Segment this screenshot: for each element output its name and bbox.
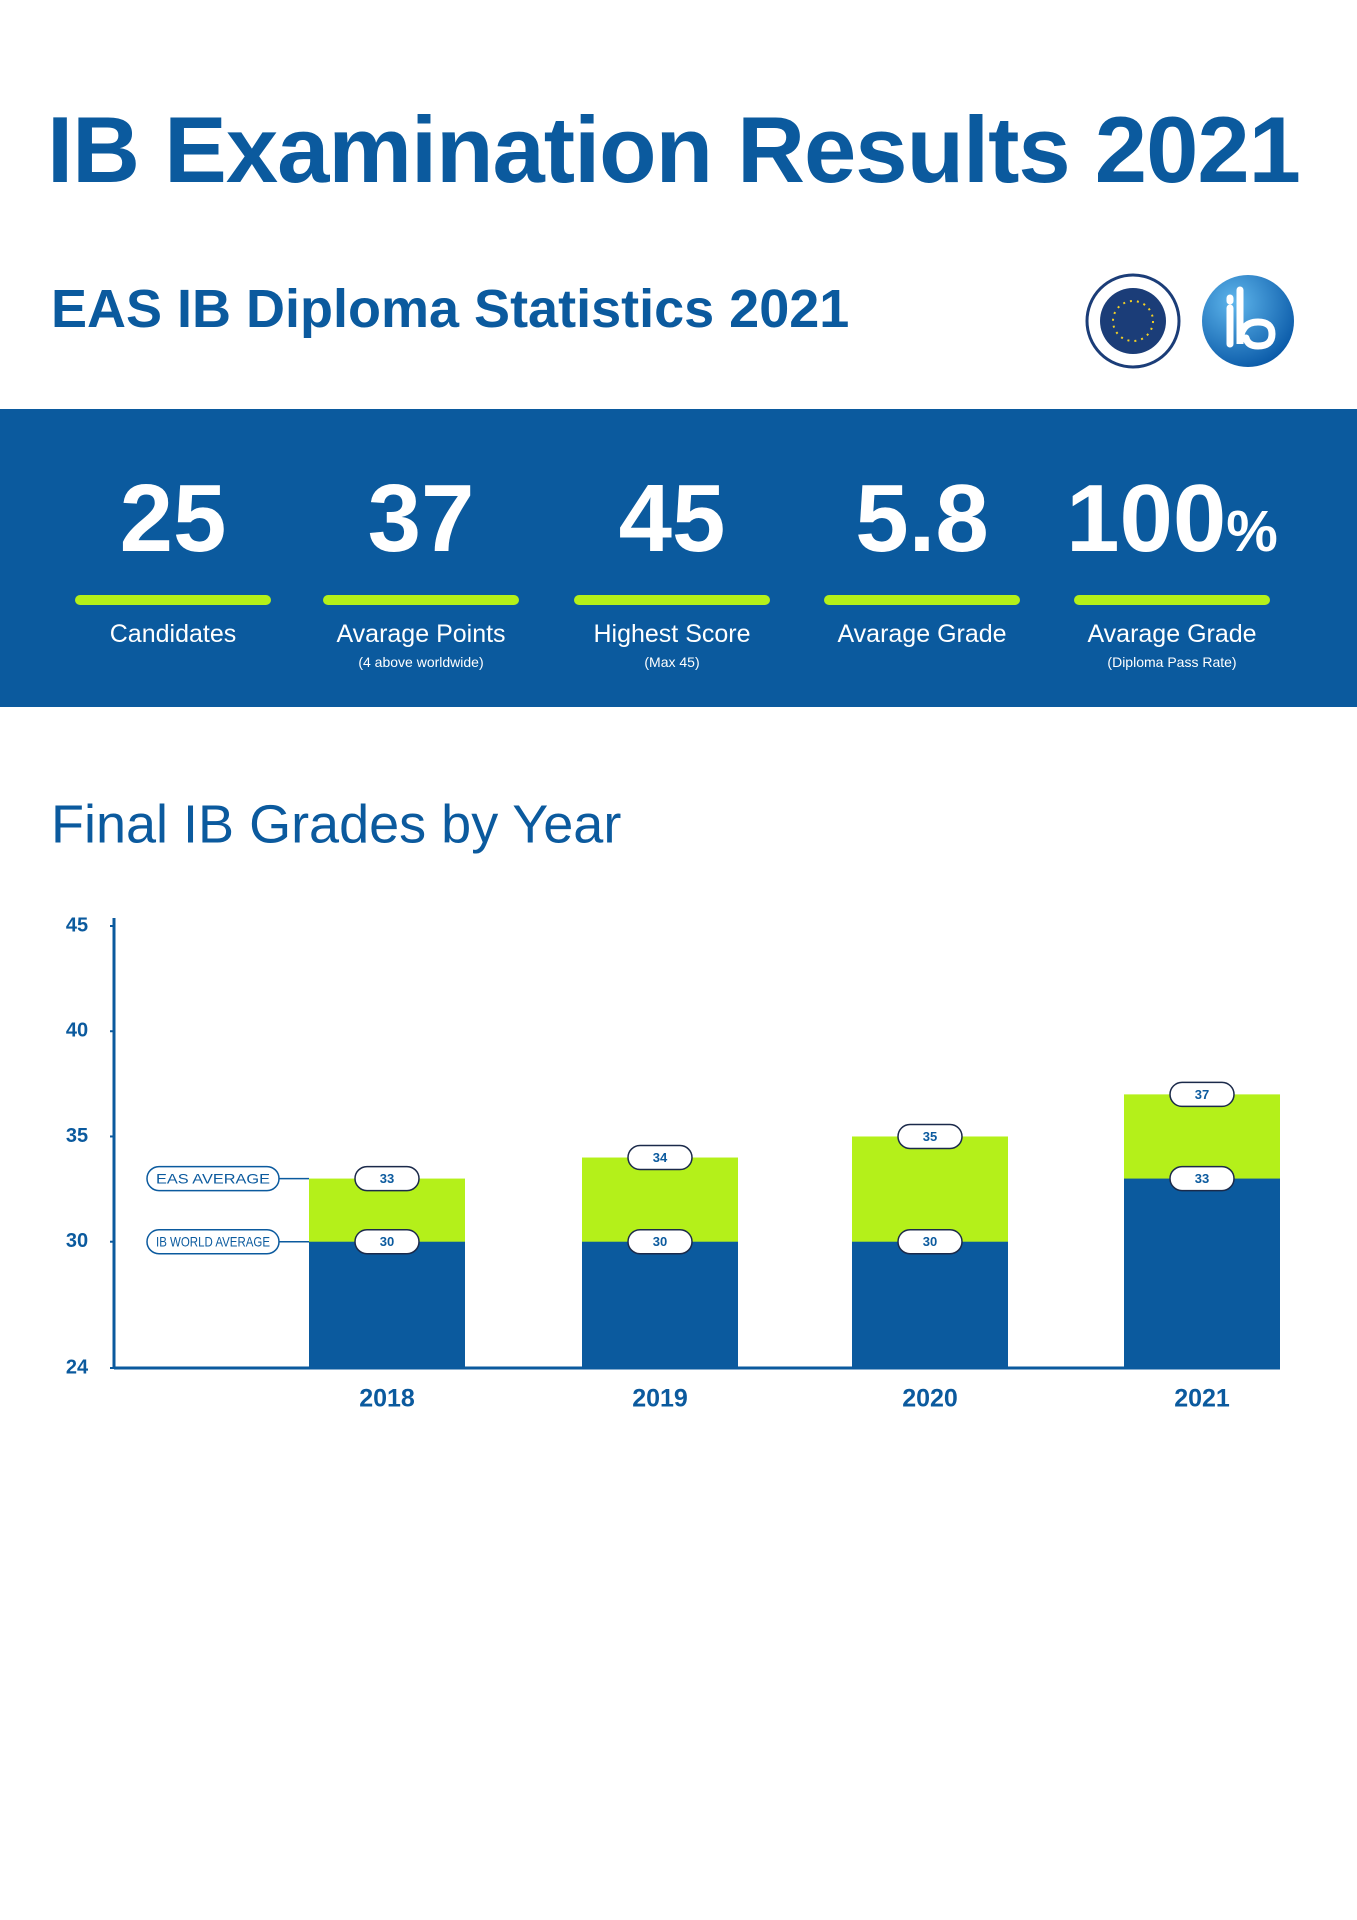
x-tick-label: 2018 — [359, 1385, 415, 1413]
stat-value: 37 — [367, 465, 475, 572]
logos — [1085, 273, 1294, 369]
value-label-pill — [627, 1228, 693, 1255]
stat-underline — [824, 595, 1020, 605]
school-logo-inner — [1100, 288, 1166, 354]
x-tick-label: 2019 — [632, 1385, 688, 1413]
stat-label: Candidates — [109, 620, 237, 648]
bar — [582, 1241, 738, 1368]
legend-pill — [146, 1228, 280, 1255]
stat-value: 45 — [618, 465, 726, 572]
x-tick-label: 2020 — [902, 1385, 958, 1413]
value-label: 30 — [653, 1234, 667, 1249]
school-logo-stars — [1112, 300, 1154, 342]
legend-entry: EAS AVERAGE — [156, 1170, 270, 1186]
stats-band: 25 Candidates 37 Avarage Points (4 above wor… — [0, 409, 1357, 707]
value-label-pill — [1169, 1081, 1235, 1108]
stat-underline — [574, 595, 770, 605]
stat-value-box: 100% — [1057, 469, 1287, 582]
legend-pill — [146, 1165, 280, 1192]
page-title: IB Examination Results 2021 — [47, 97, 1301, 202]
stat-unit: % — [1226, 499, 1278, 564]
y-tick-label: 30 — [66, 1230, 88, 1252]
stat-underline — [323, 595, 519, 605]
bar — [1124, 1178, 1280, 1368]
value-label: 30 — [923, 1234, 937, 1249]
stat-value: 100 — [1066, 465, 1227, 572]
value-label: 37 — [1195, 1087, 1209, 1102]
value-label-pill — [1169, 1165, 1235, 1192]
stat-value-box: 45 — [557, 469, 787, 569]
value-label: 34 — [653, 1150, 668, 1165]
bar — [852, 1241, 1008, 1368]
stat-label: Highest Score — [593, 620, 751, 648]
bar — [309, 1241, 465, 1368]
value-label-pill — [897, 1123, 963, 1150]
stat-value: 5.8 — [855, 465, 989, 572]
stat-note: (Max 45) — [644, 654, 700, 670]
value-label-pill — [627, 1144, 693, 1171]
value-label: 30 — [380, 1234, 394, 1249]
stat-note: (Diploma Pass Rate) — [1107, 654, 1237, 670]
stat-value-box: 25 — [58, 469, 288, 569]
stat-note: (4 above worldwide) — [358, 654, 484, 670]
stat-underline — [1074, 595, 1270, 605]
value-label-pill — [354, 1165, 420, 1192]
legend-entry: IB WORLD AVERAGE — [156, 1233, 270, 1249]
y-tick-label: 35 — [66, 1125, 88, 1147]
value-label: 33 — [380, 1171, 394, 1186]
value-label: 33 — [1195, 1171, 1209, 1186]
ib-logo-mark — [1226, 286, 1276, 350]
chart-title: Final IB Grades by Year — [51, 794, 621, 854]
y-tick-label: 45 — [66, 914, 88, 936]
stat-underline — [75, 595, 271, 605]
y-tick-label: 24 — [66, 1356, 89, 1378]
stat-label: Avarage Grade — [1087, 620, 1257, 648]
value-label-pill — [354, 1228, 420, 1255]
value-label-pill — [897, 1228, 963, 1255]
value-label: 35 — [923, 1129, 937, 1144]
x-tick-label: 2021 — [1174, 1385, 1230, 1413]
stat-label: Avarage Points — [336, 620, 506, 648]
chart: Final IB Grades by Year 24 30 35 40 45 33 34 35… — [51, 794, 1280, 1413]
stat-value: 25 — [119, 465, 227, 572]
stat-value-box: 5.8 — [807, 469, 1037, 569]
y-tick-label: 40 — [66, 1020, 88, 1042]
stat-value-box: 37 — [306, 469, 536, 569]
stat-label: Avarage Grade — [837, 620, 1007, 648]
page-subtitle: EAS IB Diploma Statistics 2021 — [51, 279, 850, 339]
